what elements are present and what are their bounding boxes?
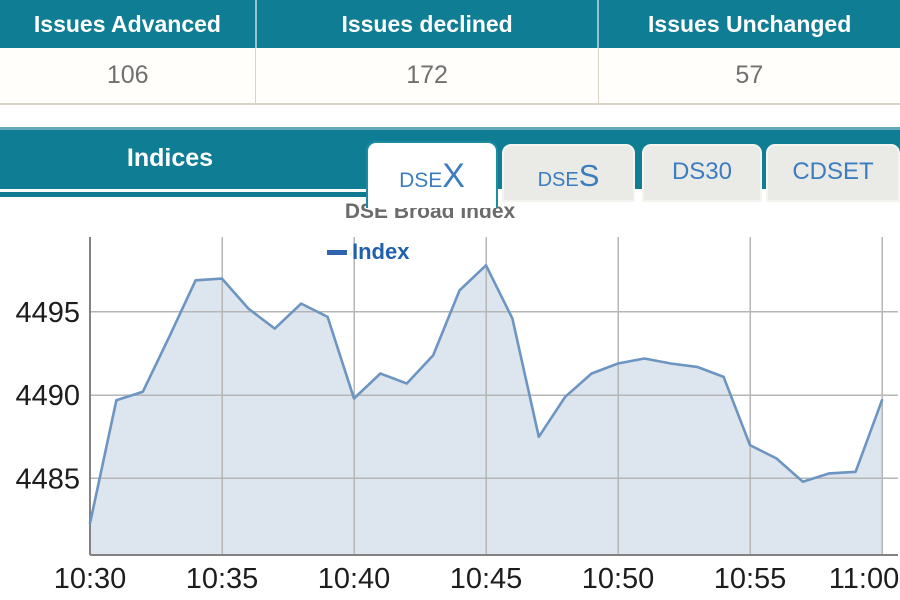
x-tick-label: 10:40 (318, 563, 391, 595)
tab-ds30[interactable]: DS30 (642, 144, 762, 202)
tab-cdset-label: CDSET (792, 158, 874, 185)
tab-dsex-label-prefix: DSE (399, 169, 443, 192)
index-line (88, 264, 884, 525)
x-tick-label: 10:30 (54, 563, 127, 595)
summary-table-values: 106 172 57 (0, 48, 900, 105)
y-tick-label: 4490 (15, 380, 80, 412)
x-tick-label: 10:45 (450, 563, 523, 595)
indices-bar-underline (0, 192, 366, 197)
y-tick-label: 4495 (15, 297, 80, 329)
x-tick-label: 10:50 (582, 563, 655, 595)
summary-table-header: Issues Advanced Issues declined Issues U… (0, 0, 900, 48)
x-tick-label: 10:55 (714, 563, 787, 595)
tab-dses[interactable]: DSE S (502, 144, 635, 202)
x-tick-label: 11:00 (829, 563, 899, 595)
issues-declined-header: Issues declined (254, 0, 597, 48)
indices-panel-title: Indices (126, 143, 214, 172)
index-area-chart: 4485 4490 4495 10:30 10:35 10:40 10:45 10:50 10:… (15, 237, 899, 595)
issues-declined-value: 172 (255, 48, 597, 103)
tab-cdset[interactable]: CDSET (766, 144, 900, 202)
chart-legend: Index (327, 239, 409, 265)
issues-unchanged-header: Issues Unchanged (597, 0, 900, 48)
x-tick-label: 10:35 (186, 563, 259, 595)
tab-dses-label-prefix: DSE (537, 169, 579, 191)
issues-advanced-value: 106 (106, 61, 149, 89)
legend-line-swatch (327, 249, 347, 255)
issues-unchanged-value: 57 (597, 48, 900, 103)
tab-dsex[interactable]: DSE X (366, 141, 498, 208)
issues-advanced-header: Issues Advanced (33, 10, 221, 37)
tab-ds30-label: DS30 (671, 158, 733, 185)
tab-dses-label-suffix: S (578, 158, 600, 193)
y-tick-label: 4485 (15, 463, 80, 495)
tab-dsex-label-suffix: X (442, 157, 465, 195)
legend-series-label: Index (352, 239, 410, 264)
